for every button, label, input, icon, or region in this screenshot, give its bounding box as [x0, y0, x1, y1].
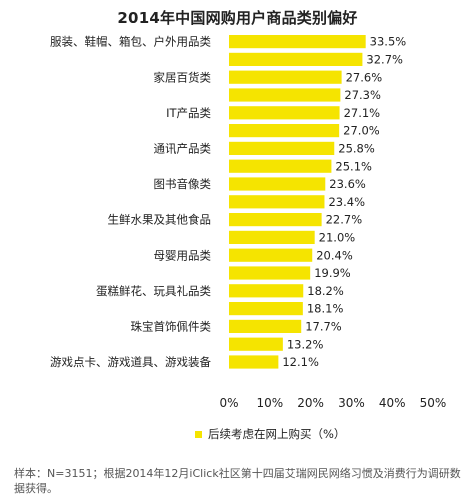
value-label-19: 12.1%: [282, 355, 319, 369]
value-label-16: 18.1%: [307, 302, 344, 316]
bar-4: [229, 88, 341, 102]
bar-19: [229, 355, 279, 369]
x-tick-5: 50%: [420, 396, 447, 410]
x-tick-0: 0%: [219, 396, 238, 410]
value-label-8: 25.1%: [335, 159, 372, 173]
value-label-17: 17.7%: [305, 320, 342, 334]
bar-18: [229, 337, 283, 351]
value-label-6: 27.0%: [343, 124, 380, 138]
category-label-6: 生鲜水果及其他食品: [108, 213, 212, 227]
chart-title: 2014年中国网购用户商品类别偏好: [117, 9, 358, 27]
bar-7: [229, 141, 335, 155]
category-label-4: 通讯产品类: [154, 142, 212, 156]
legend-swatch: [195, 430, 202, 438]
value-label-5: 27.1%: [344, 106, 381, 120]
bar-17: [229, 319, 302, 333]
x-tick-2: 20%: [297, 396, 324, 410]
value-label-10: 23.4%: [328, 195, 365, 209]
value-label-3: 27.6%: [346, 70, 383, 84]
category-label-3: IT产品类: [166, 106, 211, 120]
value-label-13: 20.4%: [316, 248, 353, 262]
bar-10: [229, 195, 325, 209]
value-label-15: 18.2%: [307, 284, 344, 298]
value-label-7: 25.8%: [338, 142, 375, 156]
category-label-9: 珠宝首饰佩件类: [131, 320, 212, 334]
source-note: 样本：N=3151；根据2014年12月iClick社区第十四届艾瑞网民网络习惯…: [14, 467, 461, 495]
bar-8: [229, 159, 332, 173]
x-tick-1: 10%: [256, 396, 283, 410]
value-label-14: 19.9%: [314, 266, 351, 280]
value-label-9: 23.6%: [329, 177, 366, 191]
value-label-4: 27.3%: [344, 88, 381, 102]
bar-5: [229, 106, 340, 120]
category-label-7: 母婴用品类: [154, 248, 212, 262]
value-label-1: 33.5%: [370, 35, 407, 49]
category-label-5: 图书音像类: [154, 177, 212, 191]
bar-15: [229, 284, 304, 298]
legend-label: 后续考虑在网上购买（%）: [208, 427, 346, 441]
category-label-8: 蛋糕鲜花、玩具礼品类: [96, 284, 211, 298]
bar-16: [229, 302, 303, 316]
category-label-10: 游戏点卡、游戏道具、游戏装备: [50, 355, 211, 369]
bar-12: [229, 230, 315, 244]
bar-1: [229, 35, 366, 49]
x-tick-4: 40%: [379, 396, 406, 410]
value-label-12: 21.0%: [319, 231, 356, 245]
category-label-1: 服装、鞋帽、箱包、户外用品类: [50, 35, 211, 49]
bars-layer: [229, 35, 366, 369]
bar-14: [229, 266, 311, 280]
x-tick-3: 30%: [338, 396, 365, 410]
bar-2: [229, 52, 363, 66]
bar-13: [229, 248, 313, 262]
category-label-2: 家居百货类: [154, 70, 212, 84]
x-axis-ticks: 0% 10% 20% 30% 40% 50%: [219, 396, 446, 410]
legend: 后续考虑在网上购买（%）: [195, 426, 345, 442]
bar-11: [229, 213, 322, 227]
bar-3: [229, 70, 342, 84]
bar-9: [229, 177, 326, 191]
value-label-11: 22.7%: [326, 213, 363, 227]
value-label-18: 13.2%: [287, 337, 324, 351]
value-labels: 33.5% 32.7% 27.6% 27.3% 27.1% 27.0% 25.8% 25.1%…: [282, 35, 406, 369]
bar-6: [229, 124, 340, 138]
value-label-2: 32.7%: [366, 53, 403, 67]
